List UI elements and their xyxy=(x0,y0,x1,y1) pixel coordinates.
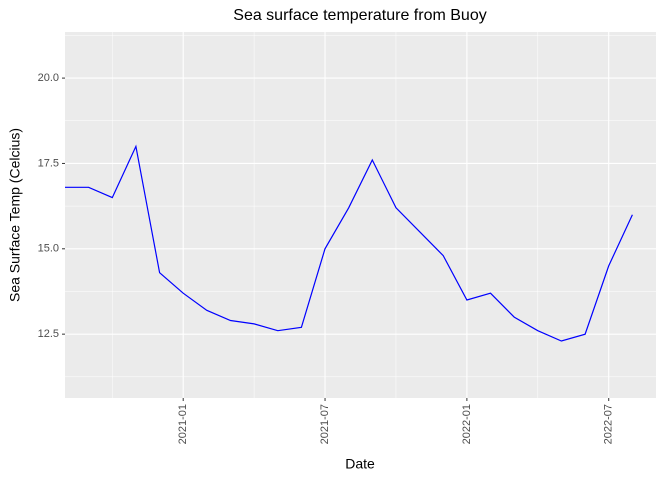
y-tick-label: 15.0 xyxy=(38,243,59,255)
y-axis-label: Sea Surface Temp (Celcius) xyxy=(7,128,23,302)
panel xyxy=(65,32,656,398)
y-tick-label: 20.0 xyxy=(38,72,59,84)
data-line xyxy=(65,144,633,342)
y-tick-label: 17.5 xyxy=(38,157,59,169)
x-tick-label: 2021-01 xyxy=(177,404,189,444)
grid xyxy=(65,32,656,398)
x-tick-label: 2022-01 xyxy=(461,404,473,444)
chart-title: Sea surface temperature from Buoy xyxy=(233,7,486,24)
x-axis-label: Date xyxy=(345,456,375,472)
marks xyxy=(65,144,633,342)
x-tick-label: 2022-07 xyxy=(603,404,615,444)
x-tick-label: 2021-07 xyxy=(319,404,331,444)
y-tick-label: 12.5 xyxy=(38,328,59,340)
